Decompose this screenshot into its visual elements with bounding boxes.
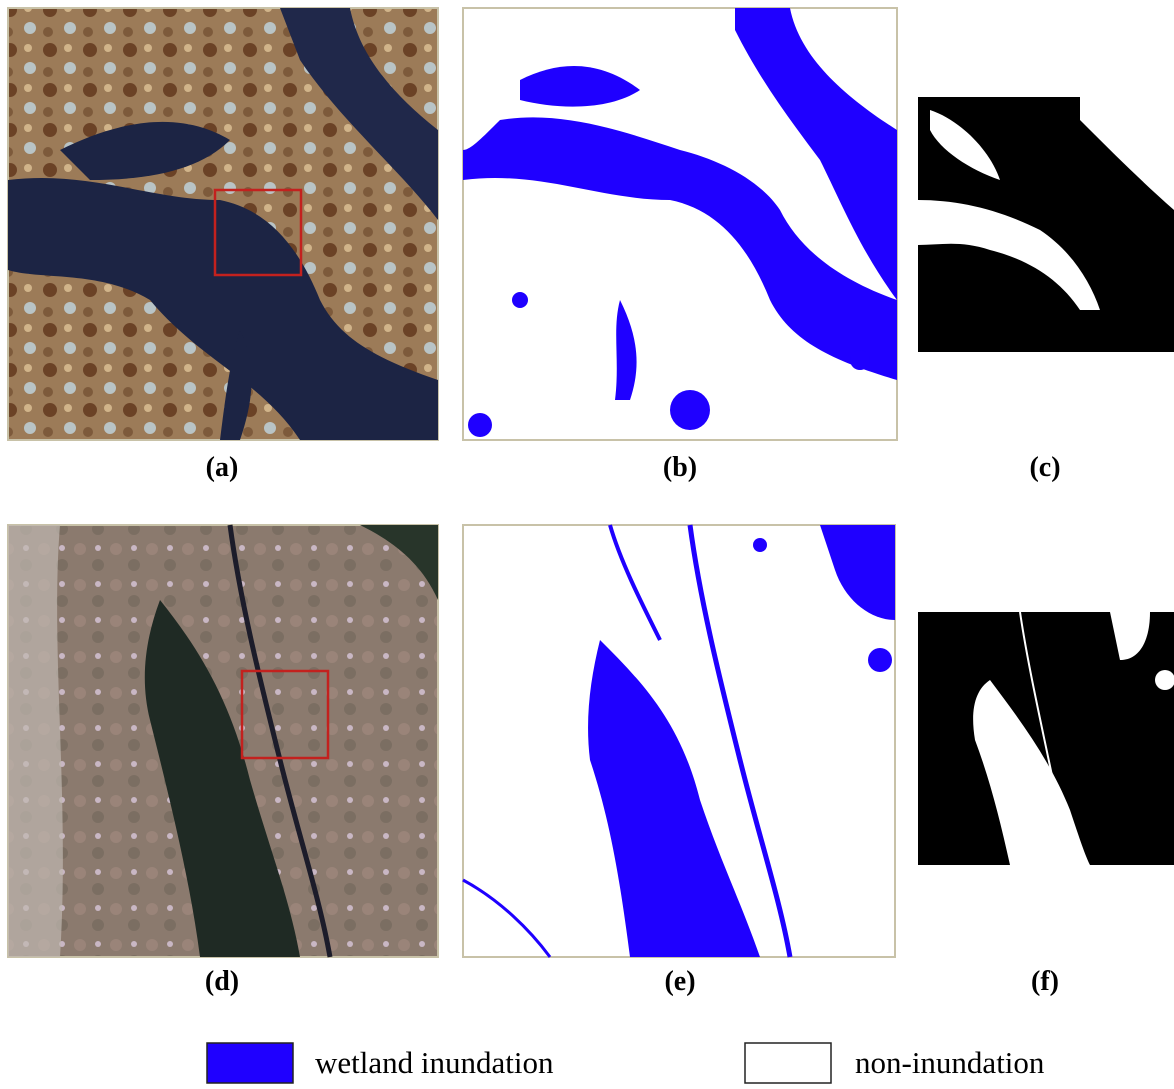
panel-label: (d) (205, 966, 239, 997)
panel-b-image (463, 8, 897, 440)
legend: wetland inundation non-inundation (207, 1043, 1045, 1083)
panel-e-image (463, 525, 895, 957)
panel-d-image (8, 525, 438, 957)
panel-c-image (918, 97, 1174, 352)
panel-label: (f) (1031, 966, 1059, 997)
panel-f-image (918, 612, 1174, 865)
legend-swatch (745, 1043, 831, 1083)
panel-label: (b) (663, 452, 697, 483)
page: (a) (b) (c) (d) (e) (f) wetland inundation non… (0, 0, 1174, 1084)
figure: (a) (b) (c) (d) (e) (f) wetland inundation non… (0, 0, 1174, 1084)
legend-label: wetland inundation (315, 1045, 554, 1080)
panel-label: (c) (1029, 452, 1060, 483)
panel-label: (a) (206, 452, 239, 483)
panel-a-image (8, 8, 438, 440)
legend-label: non-inundation (855, 1045, 1045, 1080)
legend-swatch (207, 1043, 293, 1083)
panel-label: (e) (664, 966, 695, 997)
